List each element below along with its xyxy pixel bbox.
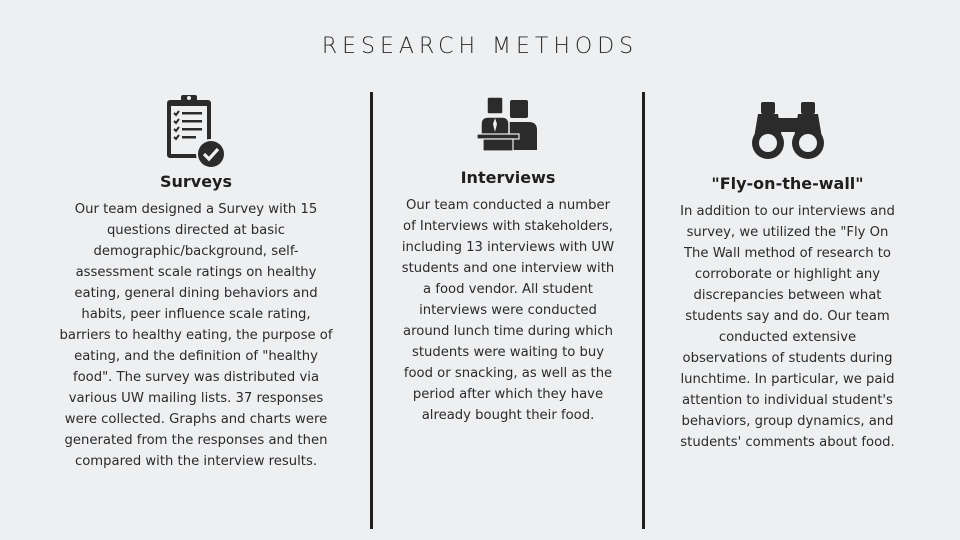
- page-title: RESEARCH METHODS: [321, 34, 639, 59]
- column-interviews: Interviews Our team conducted a number o…: [398, 84, 618, 426]
- column-heading: Interviews: [460, 168, 556, 187]
- column-fly-on-the-wall: "Fly-on-the-wall" In addition to our int…: [680, 90, 895, 453]
- column-heading: "Fly-on-the-wall": [711, 174, 864, 193]
- column-body: In addition to our interviews and survey…: [680, 204, 895, 450]
- clipboard-check-icon: [167, 95, 226, 169]
- column-body: Our team conducted a number of Interview…: [401, 198, 615, 423]
- column-surveys: Surveys Our team designed a Survey with …: [55, 88, 337, 472]
- column-divider-left: [370, 92, 373, 529]
- column-divider-right: [642, 92, 645, 529]
- column-body: Our team designed a Survey with 15 quest…: [59, 202, 333, 469]
- binoculars-icon: [751, 102, 824, 159]
- interview-people-icon: [476, 96, 537, 152]
- column-heading: Surveys: [159, 172, 233, 191]
